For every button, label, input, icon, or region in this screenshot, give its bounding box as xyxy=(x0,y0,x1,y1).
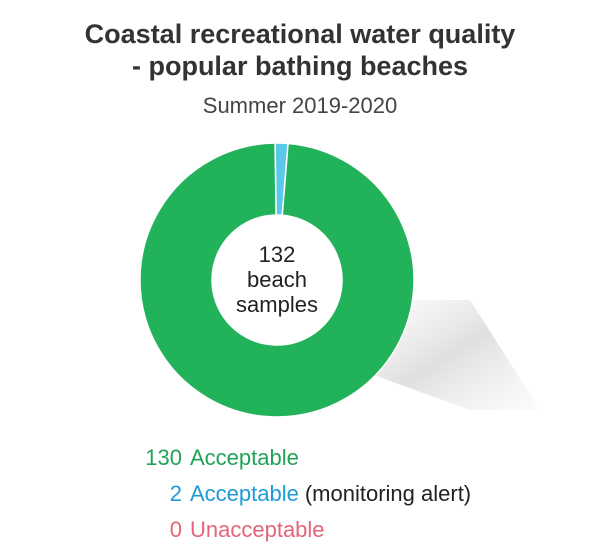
legend-value: 0 xyxy=(169,517,182,542)
donut-slices xyxy=(139,142,415,418)
legend-label: Unacceptable xyxy=(190,512,325,548)
donut-slice-acceptable xyxy=(139,142,415,418)
legend-item-unacceptable: 0 Unacceptable xyxy=(0,512,600,548)
legend-label-text: Acceptable xyxy=(190,481,299,506)
legend-label-text: Unacceptable xyxy=(190,517,325,542)
legend-value: 130 xyxy=(145,445,182,470)
chart-title-line1: Coastal recreational water quality xyxy=(84,19,516,49)
legend-item-monitoring-alert: 2 Acceptable (monitoring alert) xyxy=(0,476,600,512)
legend: 130 Acceptable 2 Acceptable (monitoring a… xyxy=(0,440,600,548)
center-label-line2: beach xyxy=(247,267,307,292)
legend-label-text: Acceptable xyxy=(190,445,299,470)
legend-item-acceptable: 130 Acceptable xyxy=(0,440,600,476)
chart-title: Coastal recreational water quality - pop… xyxy=(0,18,600,82)
legend-label: Acceptable xyxy=(190,440,299,476)
legend-note: (monitoring alert) xyxy=(304,481,472,506)
chart-title-line2: - popular bathing beaches xyxy=(131,51,469,81)
legend-value: 2 xyxy=(169,481,182,506)
legend-label: Acceptable (monitoring alert) xyxy=(190,476,471,512)
center-label-line1: 132 xyxy=(259,242,296,267)
center-label-line3: samples xyxy=(236,292,318,317)
chart-subtitle: Summer 2019-2020 xyxy=(202,93,398,118)
